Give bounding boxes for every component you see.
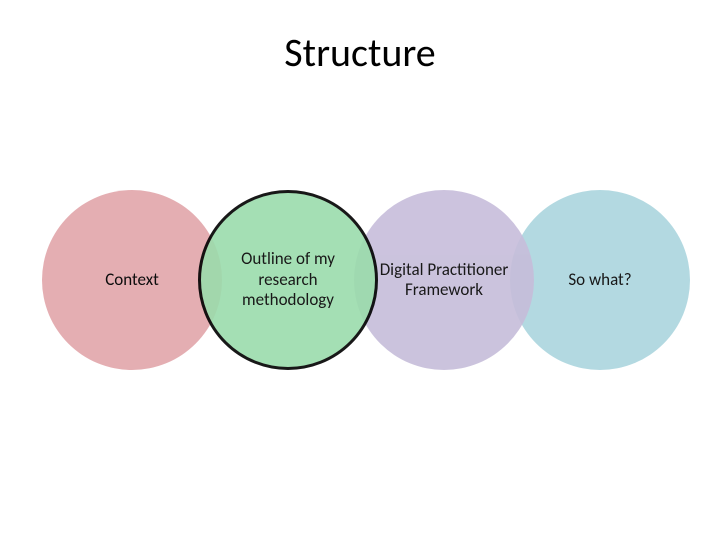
circle-outline: Outline of my research methodology (198, 190, 378, 370)
circle-framework-label: Digital Practitioner Framework (354, 260, 534, 301)
circle-sowhat: So what? (510, 190, 690, 370)
circle-outline-label: Outline of my research methodology (201, 249, 375, 310)
circle-framework: Digital Practitioner Framework (354, 190, 534, 370)
circle-context: Context (42, 190, 222, 370)
title-text: Structure (284, 28, 435, 77)
page-title: Structure (0, 28, 720, 77)
circle-sowhat-label: So what? (558, 270, 641, 290)
circle-context-label: Context (95, 270, 169, 290)
